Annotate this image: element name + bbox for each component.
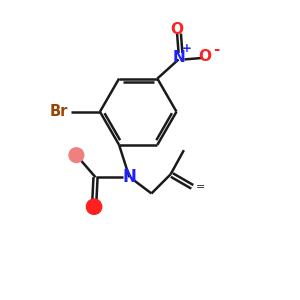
Text: N: N	[172, 50, 185, 64]
Text: O: O	[199, 49, 212, 64]
Text: N: N	[122, 168, 136, 186]
Circle shape	[86, 199, 102, 214]
Text: Br: Br	[50, 104, 68, 119]
Text: O: O	[171, 22, 184, 38]
Text: =: =	[196, 182, 205, 192]
Text: +: +	[182, 42, 192, 55]
Circle shape	[69, 148, 84, 163]
Text: -: -	[213, 42, 219, 57]
